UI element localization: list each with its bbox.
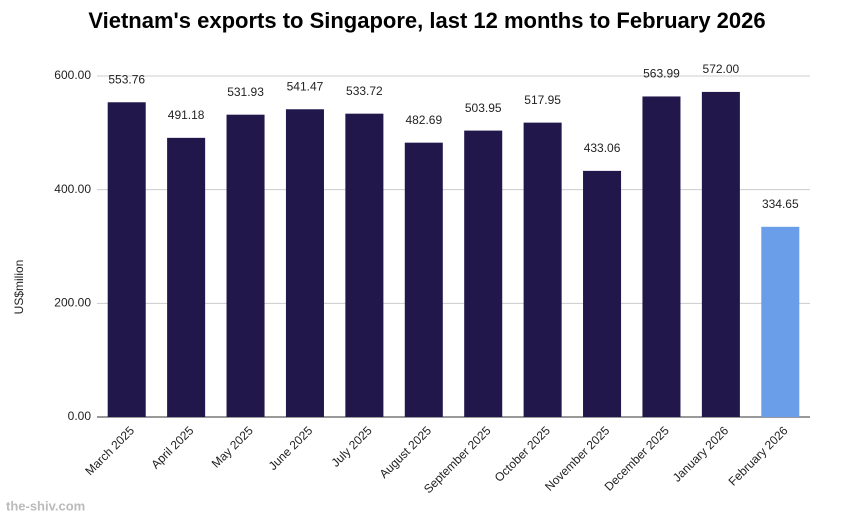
value-label: 517.95 <box>524 93 561 107</box>
value-label: 531.93 <box>227 85 264 99</box>
y-axis-label: US$milion <box>12 260 26 315</box>
x-tick-label: July 2025 <box>329 423 375 469</box>
value-label: 503.95 <box>465 101 502 115</box>
bar <box>107 102 146 418</box>
x-tick-label: April 2025 <box>148 423 196 471</box>
x-tick-label: October 2025 <box>492 423 554 485</box>
x-tick-label: March 2025 <box>82 423 137 478</box>
value-label: 482.69 <box>405 113 442 127</box>
x-tick-label: August 2025 <box>377 423 435 481</box>
bar <box>761 226 800 417</box>
value-label: 433.06 <box>584 141 621 155</box>
bar <box>285 109 324 417</box>
value-label: 572.00 <box>703 62 740 76</box>
chart-title: Vietnam's exports to Singapore, last 12 … <box>88 8 765 33</box>
bar <box>464 130 503 417</box>
watermark: the-shiv.com <box>6 498 85 513</box>
y-tick-label: 400.00 <box>54 182 91 196</box>
y-tick-label: 200.00 <box>54 296 91 310</box>
y-tick-label: 0.00 <box>68 409 92 423</box>
bar <box>226 114 265 417</box>
bar <box>642 96 681 417</box>
value-label: 553.76 <box>108 72 145 86</box>
x-tick-label: February 2026 <box>726 423 791 488</box>
x-tick-label: June 2025 <box>266 423 316 473</box>
value-label: 541.47 <box>287 79 324 93</box>
bar <box>404 142 443 417</box>
bar <box>167 137 206 417</box>
value-label: 334.65 <box>762 197 799 211</box>
x-tick-label: January 2026 <box>670 423 732 485</box>
value-label: 533.72 <box>346 84 383 98</box>
y-tick-label: 600.00 <box>54 68 91 82</box>
x-tick-label: May 2025 <box>209 423 256 470</box>
bar <box>583 170 622 417</box>
bar <box>523 122 562 418</box>
value-label: 563.99 <box>643 67 680 81</box>
value-label: 491.18 <box>168 108 205 122</box>
bar <box>701 91 740 417</box>
x-tick-label: December 2025 <box>602 423 673 494</box>
bar <box>345 113 384 418</box>
